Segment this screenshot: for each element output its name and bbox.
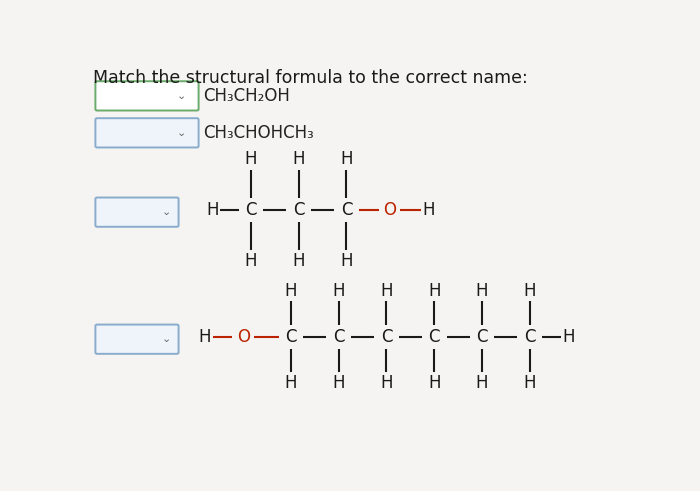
Text: H: H [423,201,435,219]
Text: C: C [341,201,352,219]
FancyBboxPatch shape [95,118,199,147]
Text: H: H [245,252,257,270]
Text: H: H [245,150,257,168]
Text: C: C [245,201,257,219]
Text: C: C [333,328,344,346]
Text: C: C [293,201,304,219]
Text: C: C [285,328,297,346]
Text: C: C [476,328,488,346]
Text: CH₃CHOHCH₃: CH₃CHOHCH₃ [203,124,314,142]
Text: Match the structural formula to the correct name:: Match the structural formula to the corr… [93,69,528,87]
FancyBboxPatch shape [95,197,178,227]
Text: H: H [293,150,305,168]
Text: O: O [237,328,250,346]
Text: H: H [285,282,298,300]
Text: ⌄: ⌄ [162,207,171,217]
Text: H: H [476,282,488,300]
Text: H: H [206,201,218,219]
Text: H: H [293,252,305,270]
Text: H: H [285,374,298,392]
Text: ⌄: ⌄ [177,128,186,138]
Text: H: H [380,282,393,300]
Text: H: H [476,374,488,392]
Text: H: H [524,282,536,300]
Text: H: H [380,374,393,392]
Text: ⌄: ⌄ [177,91,186,101]
Text: H: H [340,252,353,270]
Text: ⌄: ⌄ [162,334,171,344]
Text: H: H [563,328,575,346]
Text: C: C [381,328,392,346]
Text: H: H [340,150,353,168]
Text: C: C [524,328,536,346]
Text: CH₃CH₂OH: CH₃CH₂OH [203,87,290,105]
Text: H: H [199,328,211,346]
Text: H: H [428,374,440,392]
Text: O: O [383,201,396,219]
Text: H: H [332,282,345,300]
Text: H: H [332,374,345,392]
Text: H: H [524,374,536,392]
Text: C: C [428,328,440,346]
FancyBboxPatch shape [95,325,178,354]
Text: H: H [428,282,440,300]
FancyBboxPatch shape [95,81,199,110]
